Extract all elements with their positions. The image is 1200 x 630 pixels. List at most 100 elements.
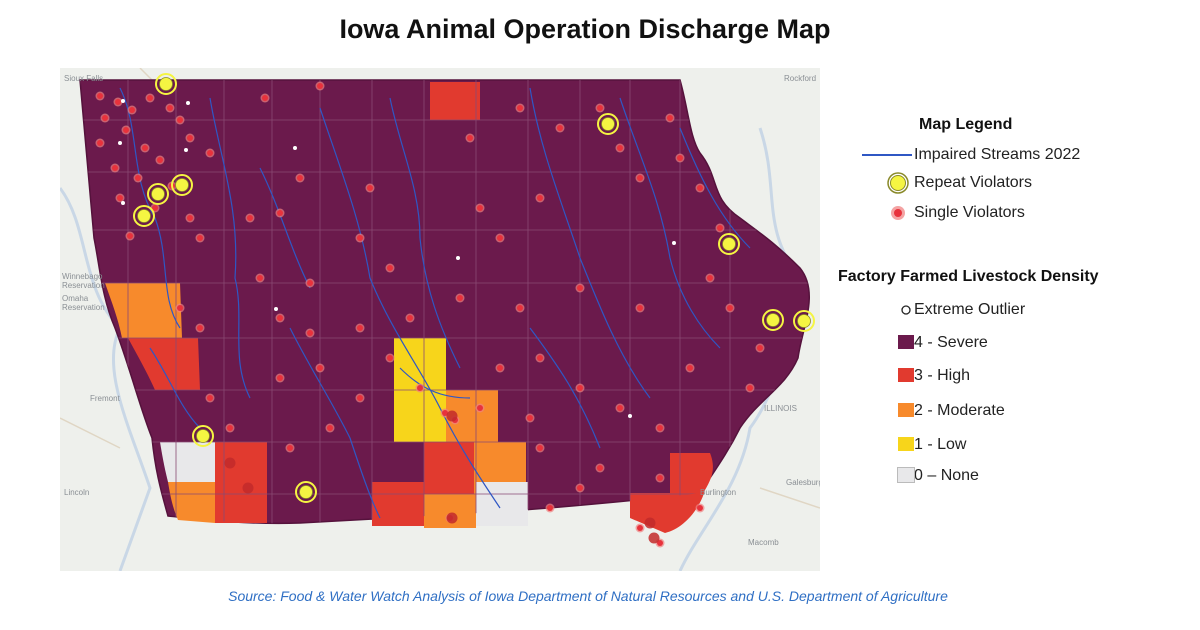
extreme-outlier-marker [628, 414, 632, 418]
single-violator-marker [357, 395, 363, 401]
single-violator-marker [697, 185, 703, 191]
single-violator-marker [477, 205, 483, 211]
iowa-map[interactable] [60, 68, 820, 571]
single-violator-marker [197, 325, 203, 331]
repeat-violator-marker [175, 178, 189, 192]
legend-item-low: 1 - Low [836, 432, 966, 458]
single-violator-marker [277, 315, 283, 321]
single-violator-marker [648, 532, 660, 544]
repeat-violator-ring [597, 113, 619, 135]
single-violator-marker [497, 365, 503, 371]
repeat-violator-ring [762, 309, 784, 331]
legend-item-moderate: 2 - Moderate [836, 398, 1005, 424]
single-violator-marker [167, 105, 173, 111]
single-violator-marker [407, 315, 413, 321]
single-violator-marker [307, 330, 313, 336]
single-violator-marker [657, 425, 663, 431]
legend-label-single-violators: Single Violators [914, 204, 1025, 221]
single-violator-marker [637, 175, 643, 181]
extreme-outlier-marker [186, 101, 190, 105]
single-violator-marker [747, 385, 753, 391]
severe-swatch-icon [898, 335, 914, 349]
repeat-violator-marker [722, 237, 736, 251]
single-violator-marker [277, 375, 283, 381]
repeat-violator-ring [171, 174, 193, 196]
legend-item-severe: 4 - Severe [836, 330, 988, 356]
single-violator-marker [497, 235, 503, 241]
extreme-outlier-marker [184, 148, 188, 152]
repeat-violator-marker [137, 209, 151, 223]
single-violator-marker [617, 145, 623, 151]
single-violator-marker [247, 215, 253, 221]
single-violator-marker [207, 150, 213, 156]
single-violators-layer [95, 81, 765, 548]
single-violator-marker [537, 445, 543, 451]
single-violator-marker [297, 175, 303, 181]
single-violator-marker [123, 127, 129, 133]
legend-label-moderate: 2 - Moderate [914, 402, 1005, 419]
basemap-label-rockford: Rockford [784, 74, 817, 83]
single-violator-marker [417, 385, 423, 391]
legend-label-high: 3 - High [914, 367, 971, 384]
single-violator-marker [657, 475, 663, 481]
legend-item-streams: Impaired Streams 2022 [836, 142, 1080, 168]
county-high[interactable] [128, 338, 200, 390]
repeat-violator-ring [147, 183, 169, 205]
single-violator-marker [637, 525, 643, 531]
extreme-outlier-marker [293, 146, 297, 150]
repeat-violator-marker [159, 77, 173, 91]
legend-label-severe: 4 - Severe [914, 334, 988, 351]
single-violator-marker [102, 115, 108, 121]
basemap-label-fremont: Fremont [90, 394, 120, 403]
single-violator-marker [367, 185, 373, 191]
county-none[interactable] [476, 482, 528, 526]
single-violator-marker [537, 195, 543, 201]
single-violator-marker [557, 125, 563, 131]
basemap-label-galesburg: Galesburg [786, 478, 820, 487]
county-high[interactable] [430, 82, 480, 120]
repeat-violators-layer [133, 73, 815, 503]
county-high[interactable] [424, 442, 474, 494]
source-citation: Source: Food & Water Watch Analysis of I… [228, 588, 948, 604]
single-violator-marker [527, 415, 533, 421]
single-violator-marker [127, 233, 133, 239]
county-none[interactable] [160, 442, 215, 482]
single-violator-marker [117, 195, 123, 201]
single-violator-marker [517, 305, 523, 311]
repeat-violator-marker [797, 314, 811, 328]
single-violator-marker [177, 117, 183, 123]
single-violator-marker [697, 505, 703, 511]
county-high[interactable] [630, 453, 713, 533]
single-violator-marker [257, 275, 263, 281]
single-violator-marker [147, 95, 153, 101]
repeat-violator-ring [718, 233, 740, 255]
single-violator-marker [207, 395, 213, 401]
extreme-outlier-marker [274, 307, 278, 311]
extreme-outlier-marker [456, 256, 460, 260]
single-violator-marker [637, 305, 643, 311]
single-violator-marker [187, 215, 193, 221]
basemap-label-lincoln: Lincoln [64, 488, 90, 497]
repeat-violator-ring [155, 73, 177, 95]
county-high[interactable] [215, 442, 267, 523]
single-violator-marker [644, 517, 656, 529]
single-violator-marker [387, 265, 393, 271]
single-violator-marker [157, 157, 163, 163]
county-high[interactable] [372, 482, 424, 526]
map-frame[interactable]: Sioux Falls Rockford ILLINOIS Winnebago … [60, 68, 820, 571]
repeat-violator-ring [192, 425, 214, 447]
county-moderate[interactable] [168, 482, 215, 523]
legend-label-low: 1 - Low [914, 436, 967, 453]
legend-item-extreme-outlier: Extreme Outlier [836, 297, 1025, 323]
repeat-violator-ring [793, 310, 815, 332]
single-violator-marker [242, 482, 254, 494]
legend-label-none: 0 – None [914, 467, 979, 484]
extreme-outlier-marker [672, 241, 676, 245]
single-violator-marker [727, 305, 733, 311]
single-violator-marker [677, 155, 683, 161]
single-violator-marker [597, 105, 603, 111]
single-violator-marker [287, 445, 293, 451]
county-moderate[interactable] [105, 283, 182, 338]
legend-label-streams: Impaired Streams 2022 [914, 146, 1081, 163]
high-swatch-icon [898, 368, 914, 382]
